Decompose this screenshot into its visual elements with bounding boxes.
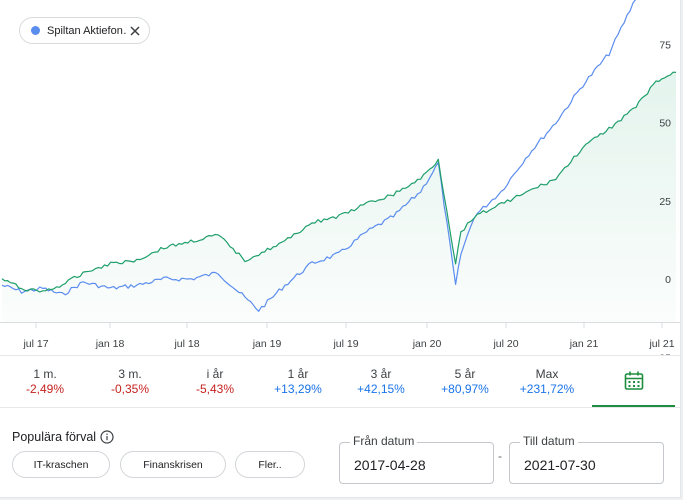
to-date-field[interactable]: Till datum 2021-07-30 <box>509 434 664 484</box>
legend-chip[interactable]: Spiltan Aktiefon… <box>19 17 150 44</box>
period-tab[interactable]: i år -5,43% <box>175 357 255 407</box>
period-tab[interactable]: 5 år +80,97% <box>425 357 505 407</box>
to-date-label: Till datum <box>520 434 578 448</box>
from-date-field[interactable]: Från datum 2017-04-28 <box>339 434 494 484</box>
x-tick-label: jul 18 <box>173 338 199 350</box>
x-tick-label: jul 17 <box>22 338 48 350</box>
period-label: 3 år <box>370 367 392 381</box>
index-series-line <box>1 71 677 293</box>
date-separator: - <box>498 449 502 463</box>
period-return: +13,29% <box>274 382 322 396</box>
series-color-dot <box>31 26 40 35</box>
legend-chip-label: Spiltan Aktiefon… <box>47 24 127 37</box>
x-tick-label: jan 20 <box>412 338 442 350</box>
series-area-fill <box>2 72 676 322</box>
divider <box>0 407 680 408</box>
calendar-tab[interactable] <box>592 357 675 407</box>
period-label: i år <box>206 367 224 381</box>
preset-more-button[interactable]: Fler.. <box>235 451 305 478</box>
period-return: +80,97% <box>441 382 489 396</box>
period-return: -0,35% <box>110 382 150 396</box>
period-label: 5 år <box>454 367 476 381</box>
from-date-value[interactable]: 2017-04-28 <box>354 457 426 473</box>
period-label: Max <box>535 367 559 381</box>
y-tick-label: 0 <box>665 274 671 286</box>
period-label: 3 m. <box>118 367 142 381</box>
popular-presets-label: Populära förval <box>12 430 97 444</box>
period-tab[interactable]: 3 m. -0,35% <box>90 357 170 407</box>
y-tick-label: 50 <box>659 118 671 130</box>
period-label: 1 år <box>287 367 309 381</box>
popular-presets-title: Populära förval <box>12 430 114 444</box>
x-axis-line <box>0 322 680 323</box>
period-tab[interactable]: Max +231,72% <box>507 357 587 407</box>
fund-series-line <box>1 0 637 312</box>
to-date-value[interactable]: 2021-07-30 <box>524 457 596 473</box>
preset-financial-crisis-button[interactable]: Finanskrisen <box>120 451 226 478</box>
period-return: -2,49% <box>25 382 65 396</box>
x-tick-label: jan 21 <box>569 338 599 350</box>
close-icon[interactable] <box>128 24 142 38</box>
x-tick-label: jul 20 <box>492 338 518 350</box>
y-tick-label: 75 <box>659 39 671 51</box>
x-tick-label: jan 19 <box>252 338 282 350</box>
from-date-label: Från datum <box>350 434 418 448</box>
preset-it-crash-button[interactable]: IT-kraschen <box>12 451 110 478</box>
period-tab[interactable]: 1 år +13,29% <box>258 357 338 407</box>
divider <box>0 355 680 356</box>
period-tab[interactable]: 3 år +42,15% <box>341 357 421 407</box>
x-tick-label: jul 21 <box>648 338 674 350</box>
x-tick-label: jul 19 <box>332 338 358 350</box>
calendar-icon <box>624 371 643 390</box>
period-return: +231,72% <box>519 382 575 396</box>
period-tab[interactable]: 1 m. -2,49% <box>5 357 85 407</box>
y-tick-label: -25 <box>656 352 671 355</box>
x-tick-label: jan 18 <box>95 338 125 350</box>
period-return: -5,43% <box>195 382 235 396</box>
info-icon[interactable] <box>100 430 114 444</box>
y-tick-label: 25 <box>659 196 671 208</box>
period-label: 1 m. <box>33 367 57 381</box>
period-return: +42,15% <box>357 382 405 396</box>
